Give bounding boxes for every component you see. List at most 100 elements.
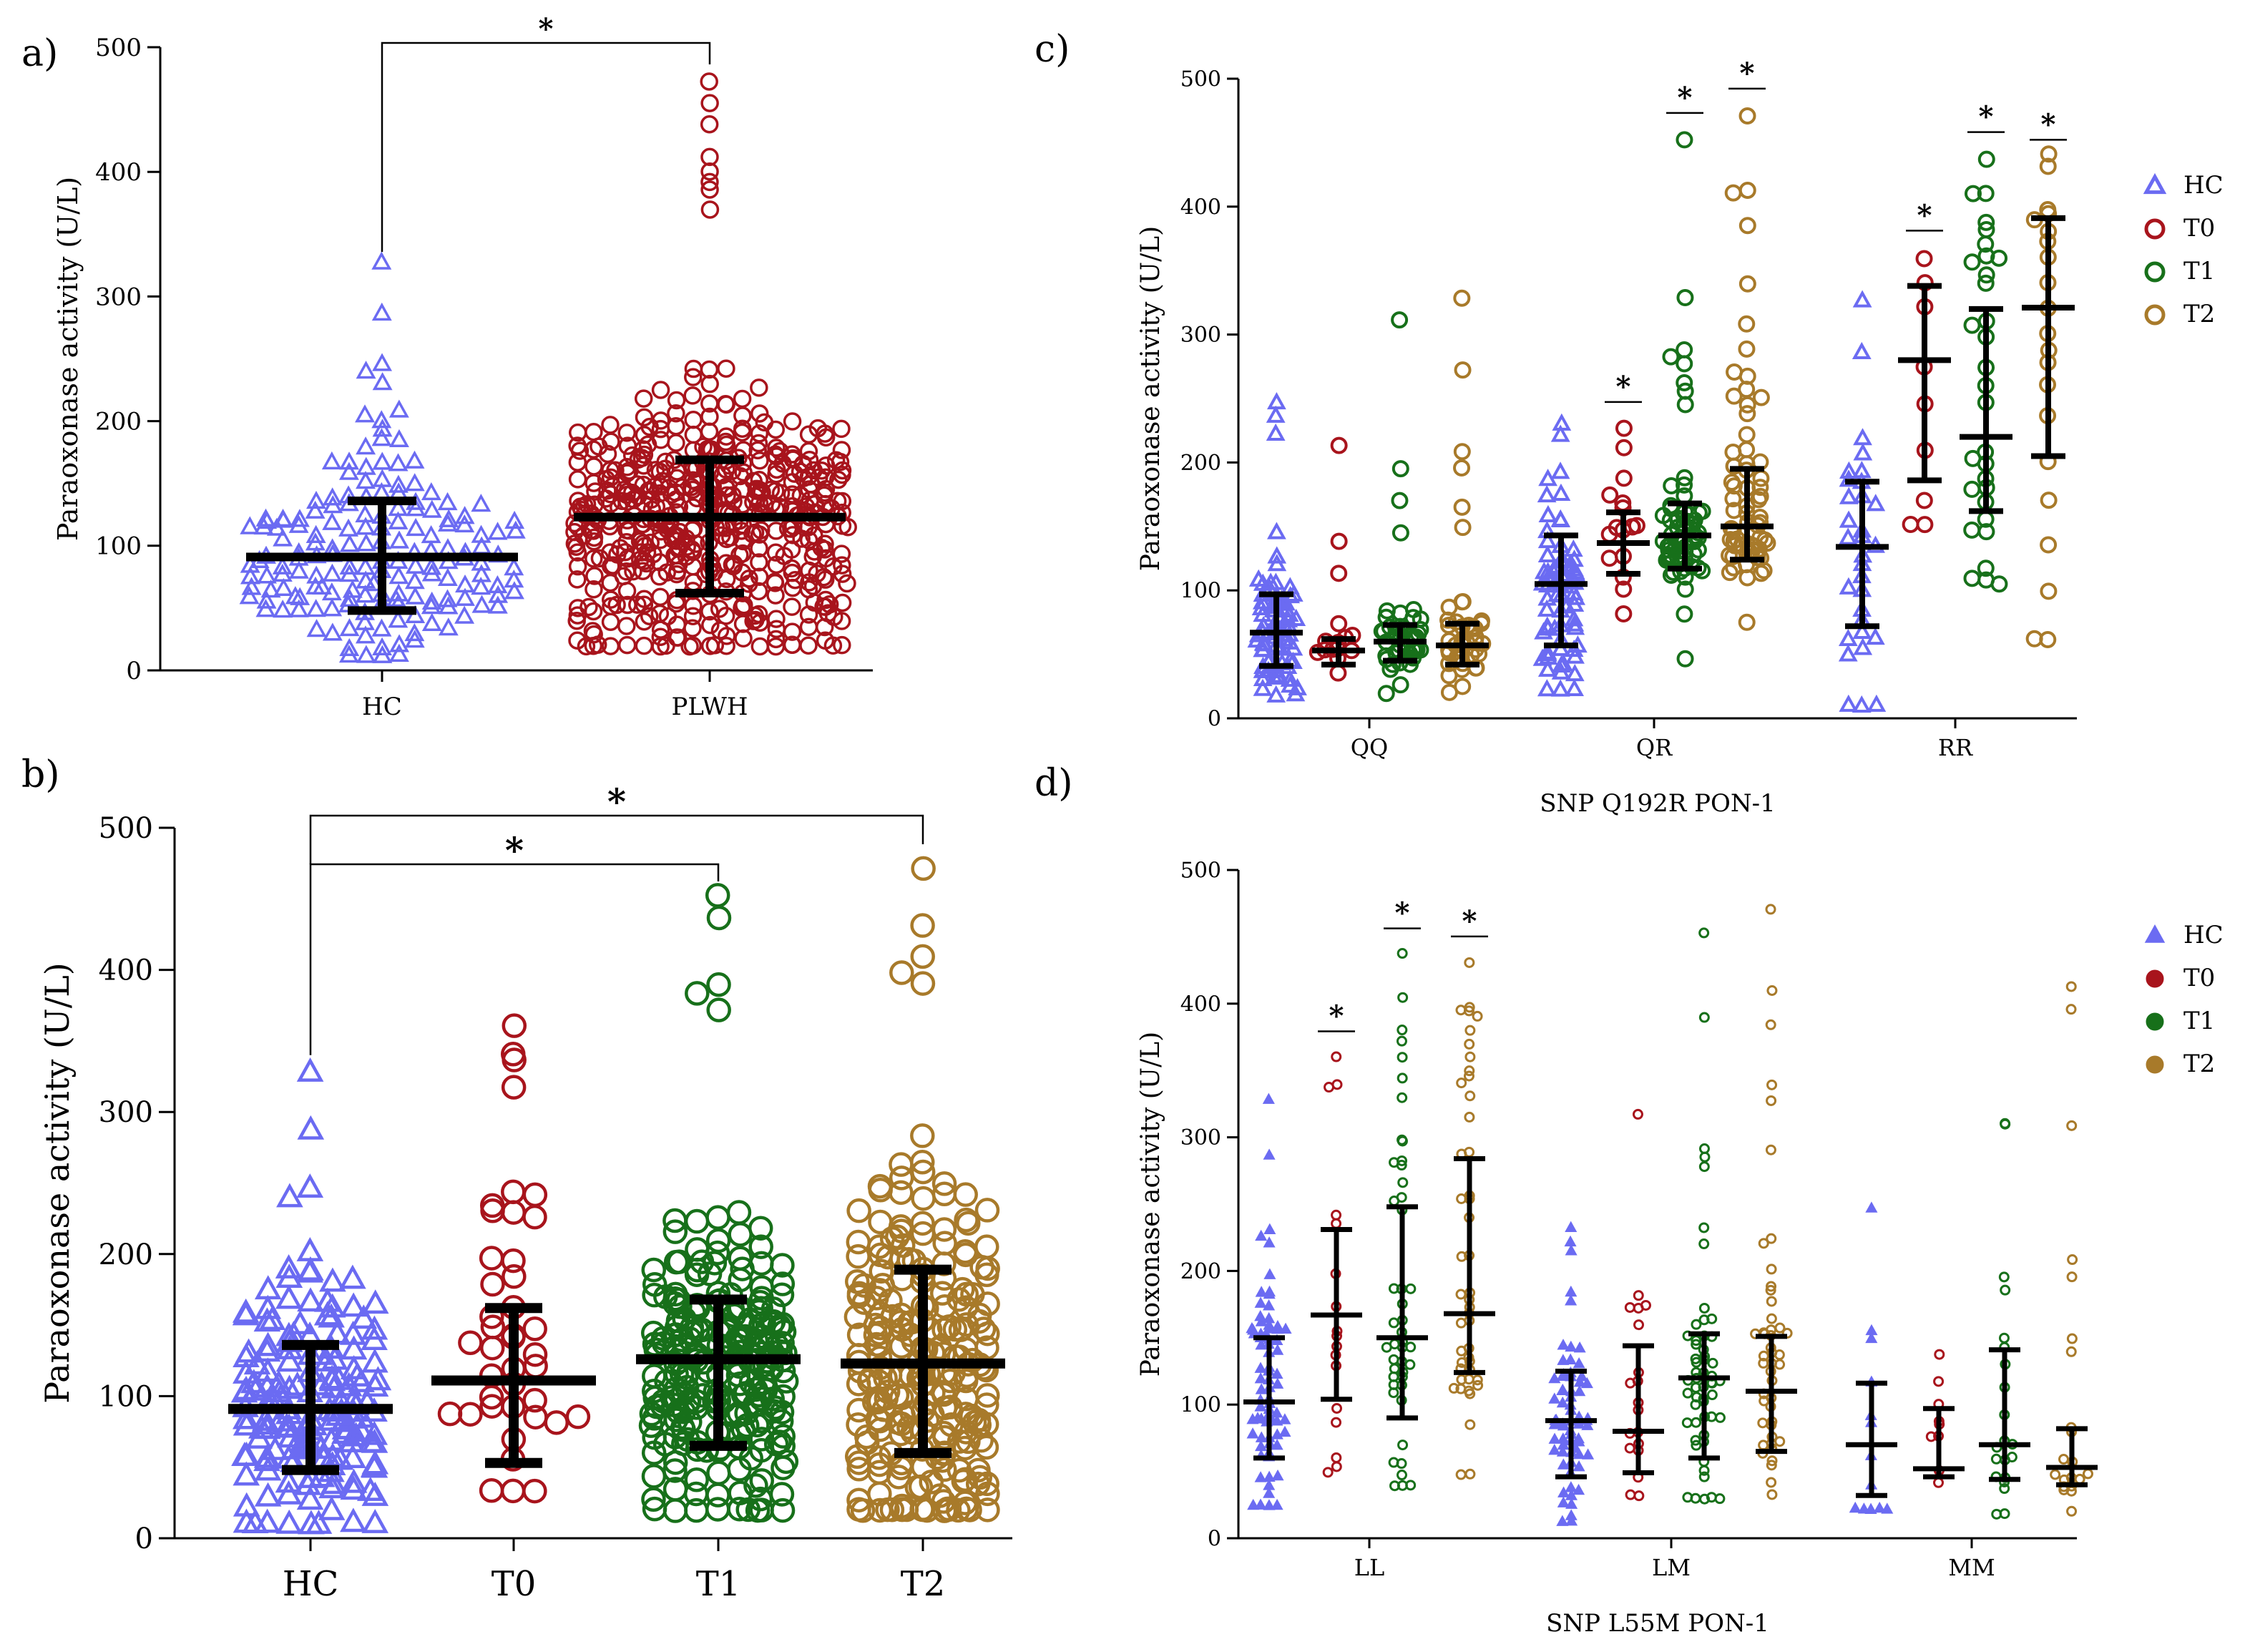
data-point <box>733 598 751 617</box>
data-point <box>1849 1501 1862 1513</box>
significance-star: * <box>1616 370 1631 404</box>
data-point <box>306 565 327 584</box>
data-point <box>583 622 602 640</box>
error-bar-T0 <box>431 1303 596 1468</box>
legend: HC T0 T1 T2 <box>2144 921 2224 1078</box>
data-point <box>1902 515 1919 533</box>
data-point <box>1251 597 1271 616</box>
data-point <box>308 1371 336 1396</box>
data-point <box>350 1304 378 1329</box>
data-point <box>1990 575 2008 593</box>
data-point <box>962 1409 987 1435</box>
data-point <box>818 604 838 622</box>
data-point <box>1396 1035 1407 1047</box>
data-point <box>1440 667 1458 685</box>
data-point <box>405 586 426 605</box>
data-point <box>745 1497 771 1523</box>
data-point <box>1766 1264 1777 1275</box>
y-tick-label: 0 <box>1208 707 1221 732</box>
data-point <box>296 1057 324 1082</box>
group-QQ <box>1247 289 1492 703</box>
data-point <box>322 622 343 641</box>
data-point <box>1839 510 1859 528</box>
data-point <box>1548 1418 1561 1429</box>
data-point <box>297 1287 324 1312</box>
data-point <box>753 1377 778 1403</box>
data-point <box>832 441 851 459</box>
data-point <box>240 516 260 534</box>
y-tick-label: 0 <box>135 1523 153 1555</box>
data-point <box>1676 605 1693 623</box>
data-point <box>770 1497 796 1523</box>
data-point <box>1852 695 1872 713</box>
data-point <box>313 1346 341 1372</box>
y-axis-label: Paraoxonase activity (U/L) <box>52 177 84 541</box>
data-point <box>733 423 752 442</box>
data-point <box>628 595 647 614</box>
data-point <box>1532 648 1552 666</box>
data-point <box>1698 1302 1710 1314</box>
data-point <box>454 605 475 624</box>
data-point <box>975 1481 1000 1507</box>
data-point <box>894 1497 919 1523</box>
data-point <box>437 567 458 586</box>
data-point <box>1977 266 1995 284</box>
data-point <box>568 570 587 589</box>
data-point <box>645 477 664 496</box>
data-point <box>286 1310 314 1334</box>
data-point <box>1246 1427 1259 1439</box>
data-point <box>1615 580 1633 598</box>
data-point <box>724 557 743 576</box>
data-point <box>294 1470 322 1495</box>
data-point <box>1738 441 1756 459</box>
data-point <box>363 573 384 592</box>
data-point <box>816 590 835 610</box>
data-point <box>783 412 802 431</box>
data-point <box>584 602 603 621</box>
series-T2 <box>843 856 1000 1523</box>
data-point <box>568 599 587 617</box>
data-point <box>388 474 409 493</box>
data-point <box>846 1229 871 1255</box>
data-point <box>927 1483 952 1508</box>
data-point <box>404 473 425 492</box>
data-point <box>1977 559 1995 577</box>
data-point <box>641 1487 666 1512</box>
data-point <box>501 1075 527 1100</box>
panel-a: a) Paraoxonase activity (U/L) 0 100 200 300 40… <box>21 12 873 721</box>
data-point <box>721 528 740 547</box>
data-point <box>1537 659 1557 677</box>
data-point <box>504 581 524 600</box>
error-bar-HC <box>228 1339 393 1475</box>
data-point <box>1279 1322 1292 1334</box>
data-point <box>471 577 491 595</box>
data-point <box>1467 634 1485 652</box>
group-MM <box>1846 981 2098 1520</box>
data-point <box>1714 1412 1726 1423</box>
data-point <box>241 577 262 595</box>
data-point <box>1601 486 1619 504</box>
data-point <box>471 494 491 512</box>
data-point <box>748 479 768 499</box>
data-point <box>1255 1229 1268 1241</box>
data-point <box>1377 685 1395 703</box>
data-point <box>355 557 376 575</box>
data-point <box>1633 1319 1645 1331</box>
data-point <box>1752 388 1770 406</box>
data-point <box>296 1173 324 1198</box>
data-point <box>1564 609 1584 627</box>
data-point <box>1751 514 1769 532</box>
data-point <box>1548 1392 1561 1404</box>
data-point <box>1266 392 1286 410</box>
data-point <box>662 1208 688 1233</box>
data-point <box>620 521 638 540</box>
data-point <box>1625 1377 1636 1389</box>
data-point <box>684 1497 709 1523</box>
data-point <box>683 521 702 539</box>
data-point <box>255 599 276 617</box>
data-point <box>1253 633 1273 651</box>
data-point <box>846 1198 871 1223</box>
data-point <box>339 556 360 575</box>
data-point <box>1248 569 1268 587</box>
